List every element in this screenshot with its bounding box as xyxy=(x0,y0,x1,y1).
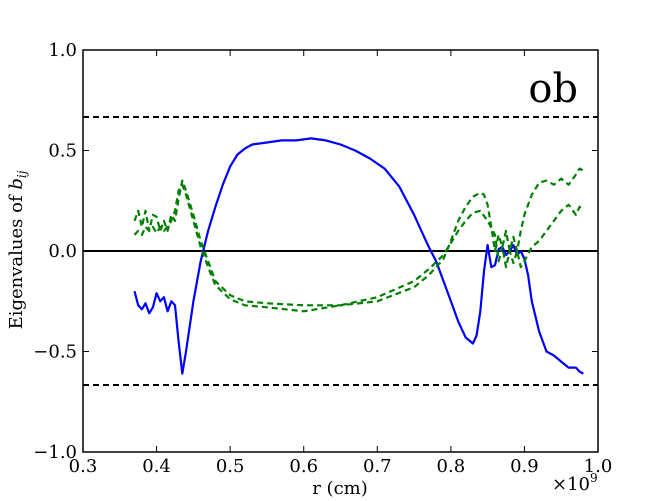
series-line-0 xyxy=(133,137,584,375)
x-axis-label: r (cm) xyxy=(312,478,368,499)
x-tick-label: 0.4 xyxy=(142,456,171,477)
panel-label: ob xyxy=(528,66,578,112)
y-tick-label: 1.0 xyxy=(48,40,77,61)
y-tick-label: −0.5 xyxy=(33,342,77,363)
x-tick-label: 0.8 xyxy=(437,456,466,477)
reference-lines xyxy=(83,115,598,387)
series-line-1 xyxy=(133,167,584,307)
x-axis-multiplier-exponent: 9 xyxy=(590,471,598,485)
y-axis-label: Eigenvalues of bij xyxy=(6,170,29,329)
x-axis-multiplier: ×109 xyxy=(552,471,598,495)
x-tick-label: 0.3 xyxy=(69,456,98,477)
x-tick-label: 0.5 xyxy=(216,456,245,477)
y-tick-label: −1.0 xyxy=(33,442,77,463)
x-tick-label: 0.7 xyxy=(363,456,392,477)
x-tick-label: 1.0 xyxy=(584,456,613,477)
axis-ticks: 0.3 0.4 0.5 0.6 0.7 0.8 0.9 1.0 −1.0 −0.5 0.0 0.5 1.… xyxy=(33,40,612,477)
y-tick-label: 0.5 xyxy=(48,141,77,162)
y-axis-label-symbol: b xyxy=(6,178,27,190)
data-series xyxy=(133,137,585,375)
x-axis-multiplier-base: ×10 xyxy=(552,474,590,495)
x-tick-label: 0.6 xyxy=(289,456,318,477)
y-axis-label-subscript: ij xyxy=(15,170,29,178)
y-axis-label-prefix: Eigenvalues of xyxy=(6,190,27,330)
plot-frame xyxy=(82,49,599,453)
x-tick-label: 0.9 xyxy=(510,456,539,477)
y-tick-label: 0.0 xyxy=(48,241,77,262)
series-line-2 xyxy=(133,183,585,313)
